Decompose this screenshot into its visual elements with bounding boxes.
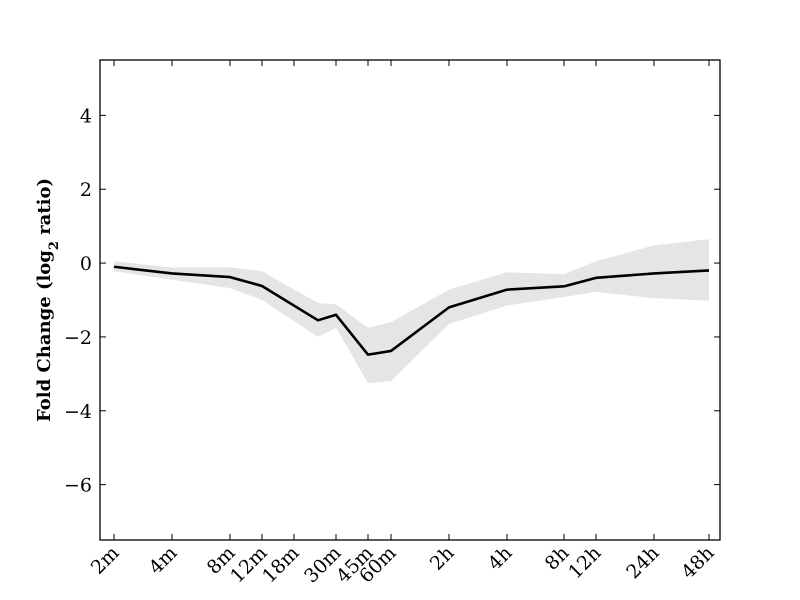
- y-tick-label: −2: [64, 327, 92, 349]
- x-tick-label: 2m: [87, 542, 124, 579]
- x-tick-label: 4h: [484, 542, 517, 575]
- confidence-band: [114, 239, 709, 384]
- x-tick-label: 4m: [145, 542, 182, 579]
- y-tick-label: 0: [80, 253, 92, 275]
- x-tick-label: 18m: [258, 542, 303, 587]
- y-tick-label: −6: [64, 475, 92, 497]
- y-tick-label: 4: [80, 105, 92, 127]
- series-line: [113, 265, 710, 356]
- y-axis-ticks: −6 −4 −2 0 2 4: [64, 105, 720, 497]
- confidence-band-layer: [114, 239, 709, 384]
- series-line-layer: [113, 265, 710, 356]
- x-tick-label: 24h: [622, 542, 663, 583]
- x-tick-label: 12h: [564, 542, 605, 583]
- x-tick-label: 2h: [426, 542, 459, 575]
- y-axis-label: Fold Change (log2 ratio): [34, 178, 62, 422]
- y-tick-label: 2: [80, 179, 92, 201]
- y-tick-label: −4: [64, 401, 92, 423]
- plot-area-frame: [99, 59, 721, 541]
- x-tick-label: 48h: [677, 542, 718, 583]
